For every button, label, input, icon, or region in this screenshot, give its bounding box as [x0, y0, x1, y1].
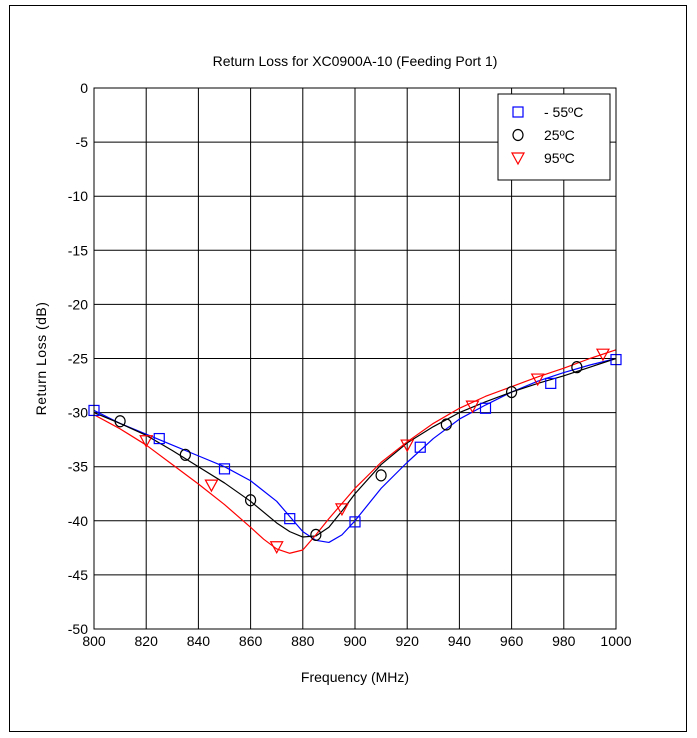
y-tick-label: -50	[68, 621, 88, 637]
data-point-marker	[530, 373, 545, 387]
x-tick-label: 940	[448, 633, 472, 649]
legend-marker	[512, 106, 524, 118]
x-tick-label: 1000	[600, 633, 631, 649]
series-line-3	[93, 349, 617, 554]
chart-title: Return Loss for XC0900A-10 (Feeding Port…	[213, 53, 498, 69]
data-point-marker	[153, 432, 165, 445]
y-tick-label: -40	[68, 513, 88, 529]
y-tick-label: -30	[68, 405, 88, 421]
x-tick-label: 980	[552, 633, 576, 649]
y-axis-label: Return Loss (dB)	[33, 302, 49, 416]
x-tick-label: 900	[343, 633, 367, 649]
legend: - 55ºC 25ºC 95ºC	[497, 93, 611, 181]
data-point-marker	[349, 516, 361, 528]
data-point-marker	[269, 541, 284, 555]
data-point-marker	[284, 513, 296, 525]
legend-marker	[510, 152, 526, 166]
y-tick-label: -20	[68, 296, 88, 312]
figure-frame: Return Loss for XC0900A-10 (Feeding Port…	[9, 5, 687, 732]
data-point-marker	[245, 494, 257, 507]
x-tick-label: 820	[135, 633, 159, 649]
data-point-marker	[204, 479, 219, 493]
legend-label: 25ºC	[544, 127, 575, 143]
data-point-marker	[114, 415, 126, 428]
data-point-marker	[414, 441, 426, 453]
legend-marker	[512, 128, 524, 142]
x-axis-ticks: 800 820 840 860 880 900 920 940 960 980 1000	[82, 633, 631, 649]
x-tick-label: 880	[291, 633, 315, 649]
chart: Return Loss for XC0900A-10 (Feeding Port…	[33, 53, 632, 685]
data-point-marker	[506, 385, 518, 399]
x-axis-label: Frequency (MHz)	[301, 669, 409, 685]
data-point-marker	[139, 435, 154, 448]
legend-label: - 55ºC	[544, 104, 583, 120]
legend-label: 95ºC	[544, 150, 575, 166]
y-axis-ticks: 0 -5 -10 -15 -20 -25 -30 -35 -40 -45 -50	[68, 80, 88, 637]
series-markers	[88, 348, 622, 555]
data-point-marker	[218, 463, 231, 475]
x-tick-label: 860	[239, 633, 263, 649]
data-point-marker	[545, 377, 557, 389]
data-point-marker	[465, 400, 480, 414]
data-point-marker	[479, 402, 492, 414]
data-point-marker	[310, 528, 322, 541]
data-point-marker	[595, 348, 610, 362]
y-tick-label: 0	[80, 80, 88, 96]
y-tick-label: -25	[68, 351, 88, 367]
data-point-marker	[375, 469, 387, 482]
x-tick-label: 920	[396, 633, 420, 649]
x-tick-label: 960	[500, 633, 524, 649]
data-point-marker	[400, 439, 415, 453]
legend-box	[497, 93, 611, 181]
data-point-marker	[571, 361, 583, 374]
y-tick-label: -5	[76, 134, 89, 150]
y-tick-label: -10	[68, 188, 88, 204]
data-point-marker	[179, 448, 191, 461]
x-tick-label: 840	[187, 633, 211, 649]
plot-border	[93, 87, 617, 630]
data-point-marker	[334, 503, 349, 517]
y-tick-label: -45	[68, 567, 88, 583]
y-tick-label: -35	[68, 459, 88, 475]
x-tick-label: 800	[82, 633, 106, 649]
y-tick-label: -15	[68, 242, 88, 258]
data-point-marker	[440, 418, 452, 431]
